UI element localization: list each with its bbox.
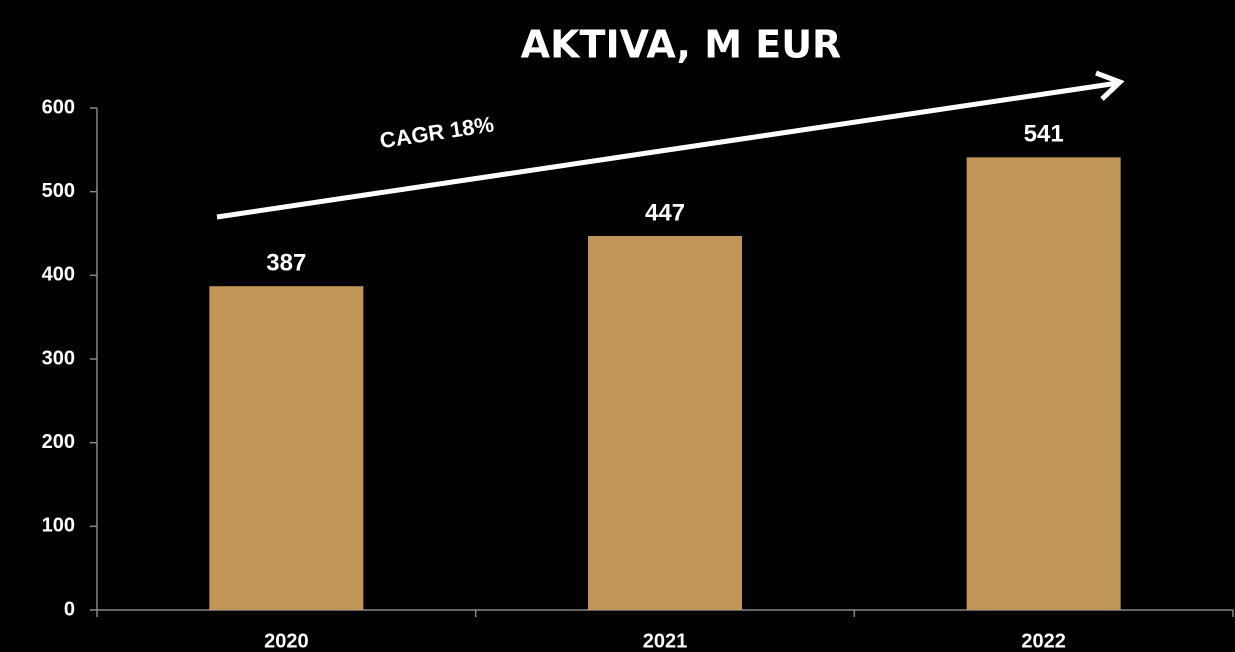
value-label: 541: [1024, 121, 1064, 148]
chart-title: AKTIVA, M EUR: [521, 23, 842, 67]
value-label: 447: [645, 199, 685, 226]
y-tick-label: 400: [42, 264, 75, 286]
trend-arrow: [216, 80, 1119, 220]
y-tick-label: 200: [42, 431, 75, 453]
x-tick-label: 2021: [643, 630, 688, 652]
bar: [966, 157, 1121, 610]
y-tick-label: 600: [42, 96, 75, 118]
x-tick-label: 2022: [1021, 630, 1066, 652]
x-tick-label: 2020: [264, 630, 309, 652]
y-tick-label: 300: [42, 347, 75, 369]
y-tick-label: 100: [42, 515, 75, 537]
annotation: CAGR 18%: [378, 111, 495, 153]
y-tick-label: 500: [42, 180, 75, 202]
arrow-head: [1095, 70, 1125, 101]
bar: [588, 236, 742, 610]
y-tick-label: 0: [64, 598, 75, 620]
value-label: 387: [266, 250, 306, 277]
bar: [209, 286, 364, 610]
